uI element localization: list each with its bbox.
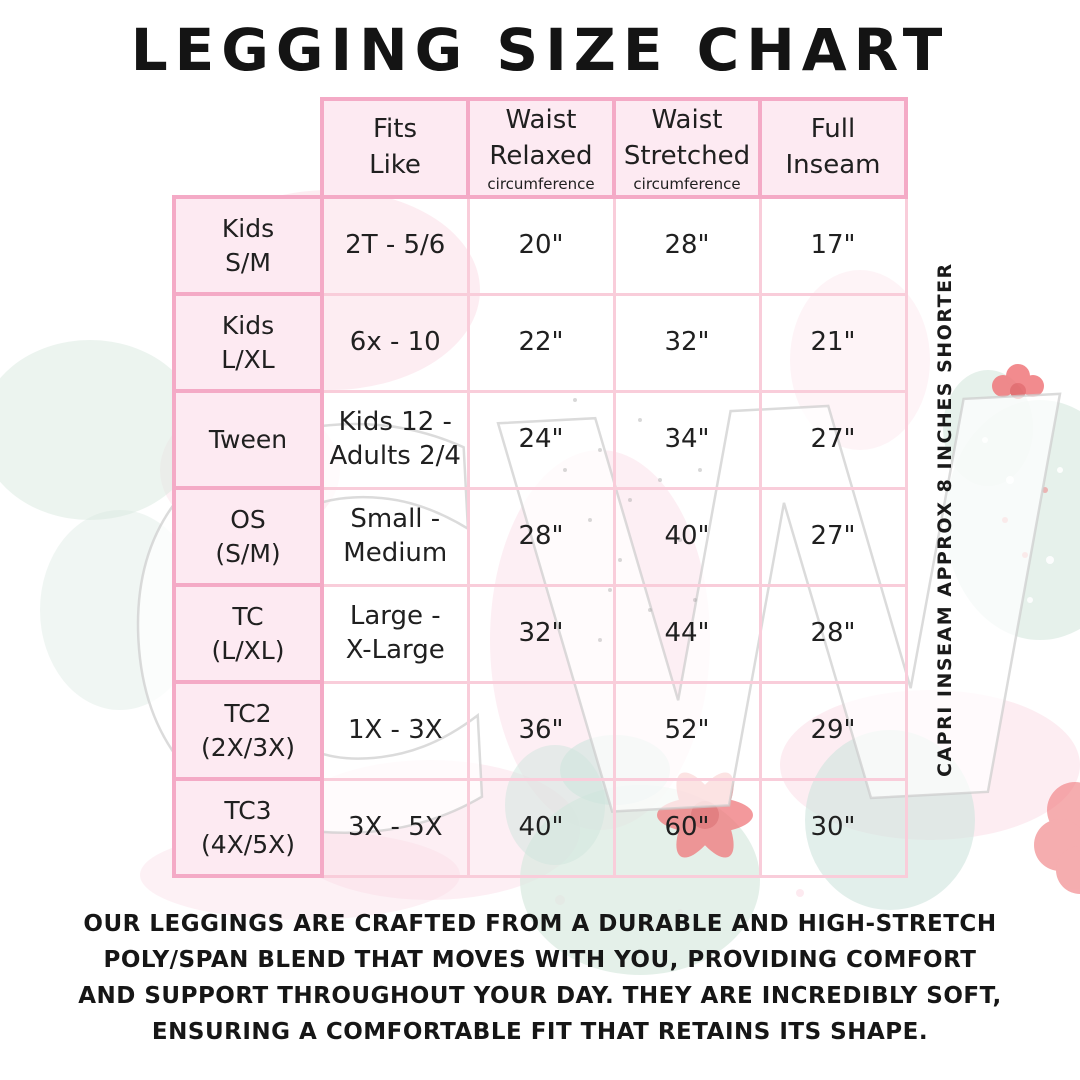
header-row: Fits Like Waist Relaxed circumference Wa… <box>174 97 908 199</box>
row-label: TC2 (2X/3X) <box>172 680 324 781</box>
column-header-title: Fits Like <box>369 114 421 180</box>
full-inseam-value: 27" <box>758 389 908 490</box>
waist-stretched-value: 44" <box>612 583 762 684</box>
fits-like-value: Small - Medium <box>320 486 470 587</box>
column-header-waist-relaxed: Waist Relaxed circumference <box>466 97 616 199</box>
waist-relaxed-value: 28" <box>466 486 616 587</box>
waist-stretched-value: 40" <box>612 486 762 587</box>
waist-relaxed-value: 40" <box>466 777 616 878</box>
full-inseam-value: 17" <box>758 195 908 296</box>
table-row-kids-sm: Kids S/M 2T - 5/6 20" 28" 17" <box>172 195 908 296</box>
waist-stretched-value: 32" <box>612 292 762 393</box>
waist-relaxed-value: 22" <box>466 292 616 393</box>
waist-stretched-value: 28" <box>612 195 762 296</box>
table-row-tc2: TC2 (2X/3X) 1X - 3X 36" 52" 29" <box>172 680 908 781</box>
fits-like-value: Kids 12 - Adults 2/4 <box>320 389 470 490</box>
full-inseam-value: 30" <box>758 777 908 878</box>
column-header-note: circumference <box>633 174 741 193</box>
fits-like-value: 6x - 10 <box>320 292 470 393</box>
table-row-tween: Tween Kids 12 - Adults 2/4 24" 34" 27" <box>172 389 908 490</box>
description-text: OUR LEGGINGS ARE CRAFTED FROM A DURABLE … <box>78 911 1002 1045</box>
capri-inseam-note: CAPRI INSEAM APPROX 8 INCHES SHORTER <box>934 262 956 778</box>
row-label: TC (L/XL) <box>172 583 324 684</box>
column-header-full-inseam: Full Inseam <box>758 97 908 199</box>
page-title: LEGGING SIZE CHART <box>130 16 950 84</box>
waist-stretched-value: 34" <box>612 389 762 490</box>
fits-like-value: 3X - 5X <box>320 777 470 878</box>
edge-flower-icon <box>1034 782 1080 894</box>
full-inseam-value: 27" <box>758 486 908 587</box>
fits-like-value: 2T - 5/6 <box>320 195 470 296</box>
table-row-tc: TC (L/XL) Large - X-Large 32" 44" 28" <box>172 583 908 684</box>
full-inseam-value: 29" <box>758 680 908 781</box>
table-row-kids-lxl: Kids L/XL 6x - 10 22" 32" 21" <box>172 292 908 393</box>
fits-like-value: Large - X-Large <box>320 583 470 684</box>
waist-stretched-value: 60" <box>612 777 762 878</box>
row-label: OS (S/M) <box>172 486 324 587</box>
full-inseam-value: 28" <box>758 583 908 684</box>
row-label: TC3 (4X/5X) <box>172 777 324 878</box>
waist-stretched-value: 52" <box>612 680 762 781</box>
fits-like-value: 1X - 3X <box>320 680 470 781</box>
size-chart-table: Fits Like Waist Relaxed circumference Wa… <box>172 97 908 878</box>
full-inseam-value: 21" <box>758 292 908 393</box>
waist-relaxed-value: 36" <box>466 680 616 781</box>
waist-relaxed-value: 24" <box>466 389 616 490</box>
row-label: Kids S/M <box>172 195 324 296</box>
column-header-title: Waist Stretched <box>623 105 751 171</box>
cactus-flower-icon <box>992 364 1044 399</box>
column-header-waist-stretched: Waist Stretched circumference <box>612 97 762 199</box>
column-header-fits-like: Fits Like <box>320 97 470 199</box>
row-label: Tween <box>172 389 324 490</box>
prickly-pear-cactus-icon <box>943 364 1080 640</box>
column-header-note: circumference <box>487 174 595 193</box>
column-header-title: Waist Relaxed <box>489 105 593 171</box>
table-row-os: OS (S/M) Small - Medium 28" 40" 27" <box>172 486 908 587</box>
waist-relaxed-value: 20" <box>466 195 616 296</box>
column-header-title: Full Inseam <box>785 114 881 180</box>
table-row-tc3: TC3 (4X/5X) 3X - 5X 40" 60" 30" <box>172 777 908 878</box>
row-label: Kids L/XL <box>172 292 324 393</box>
waist-relaxed-value: 32" <box>466 583 616 684</box>
empty-corner-cell <box>174 99 322 197</box>
